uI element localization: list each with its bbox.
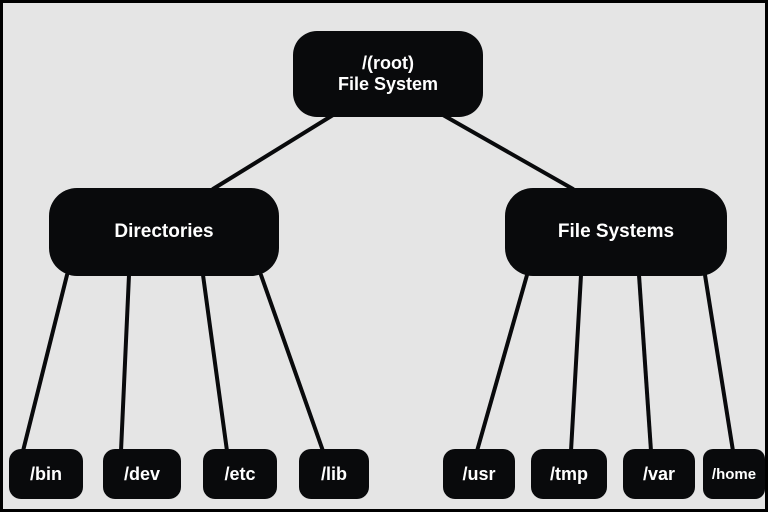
tree-node-etc: /etc: [203, 449, 277, 499]
node-label: /usr: [462, 464, 495, 485]
tree-node-root: /(root)File System: [293, 31, 483, 117]
tree-node-tmp: /tmp: [531, 449, 607, 499]
tree-node-var: /var: [623, 449, 695, 499]
node-label: /(root): [362, 53, 414, 74]
tree-edge: [477, 275, 527, 451]
tree-edge: [705, 275, 733, 451]
node-label: /dev: [124, 464, 160, 485]
tree-node-fs: File Systems: [505, 188, 727, 276]
node-label: /tmp: [550, 464, 588, 485]
tree-edge: [261, 275, 323, 451]
tree-edge: [639, 275, 651, 451]
node-label: /home: [712, 466, 756, 483]
tree-edge: [121, 275, 129, 451]
node-label: File System: [338, 74, 438, 95]
tree-edge: [443, 115, 573, 189]
node-label: /etc: [224, 464, 255, 485]
diagram-canvas: /(root)File System Directories File System…: [0, 0, 768, 512]
tree-node-usr: /usr: [443, 449, 515, 499]
tree-node-dev: /dev: [103, 449, 181, 499]
node-label: /var: [643, 464, 675, 485]
tree-edge: [213, 115, 333, 189]
node-label: /lib: [321, 464, 347, 485]
tree-node-home: /home: [703, 449, 765, 499]
node-label: Directories: [114, 221, 213, 243]
tree-node-lib: /lib: [299, 449, 369, 499]
node-label: File Systems: [558, 221, 674, 243]
tree-node-dirs: Directories: [49, 188, 279, 276]
node-label: /bin: [30, 464, 62, 485]
tree-edge: [571, 275, 581, 451]
tree-node-bin: /bin: [9, 449, 83, 499]
tree-edge: [203, 275, 227, 451]
tree-edge: [23, 275, 67, 451]
